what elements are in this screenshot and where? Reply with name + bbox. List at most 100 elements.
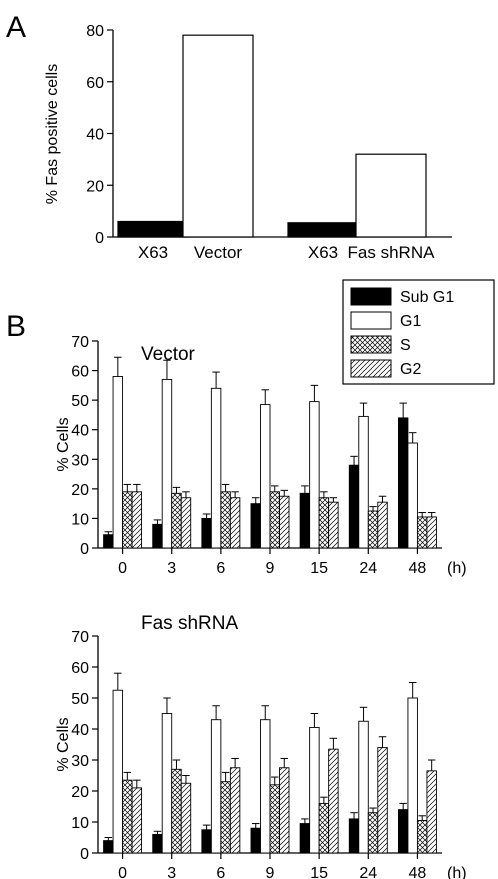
bar: [112, 376, 124, 549]
bar: [131, 787, 143, 854]
bar: [328, 748, 339, 854]
bar: [260, 719, 271, 854]
bar: [318, 802, 330, 854]
chart-subtitle: Vector: [141, 344, 196, 365]
bar: [328, 501, 339, 549]
legend-swatch: [350, 359, 392, 378]
x-tick-label: 3: [167, 865, 176, 879]
y-tick-label: 20: [71, 784, 89, 801]
chart-subtitle: Fas shRNA: [141, 613, 238, 634]
x-tick-label: 24: [359, 560, 377, 577]
x-tick-label: 0: [118, 560, 127, 577]
bar: [287, 222, 359, 238]
x-tick-label: 9: [266, 865, 275, 879]
y-tick-label: 60: [71, 660, 89, 677]
bar: [355, 153, 427, 238]
legend-swatch: [350, 335, 392, 354]
x-tick-label: 3: [167, 560, 176, 577]
y-tick-label: 0: [95, 230, 104, 247]
x-tick-label: X63: [138, 243, 168, 262]
chart-a: 0 20 40 60 80 % Fas positive cells X63 Vector X6…: [44, 23, 452, 262]
y-tick-label: 60: [71, 364, 89, 381]
chart-b-vector: 0 10 20 30 40 50 60 70 % Cells Vector 0 3 6 9 15 24 48 (h…: [55, 334, 467, 577]
bar: [260, 404, 271, 549]
x-tick-label: 48: [409, 865, 427, 879]
bar: [161, 713, 173, 854]
panel-b-letter: B: [6, 310, 26, 343]
bar: [210, 387, 222, 549]
bar: [117, 220, 189, 238]
y-tick-label: 10: [71, 815, 89, 832]
bar: [269, 491, 280, 549]
bar: [103, 840, 114, 854]
bar: [318, 497, 330, 549]
bar: [426, 770, 437, 854]
bar: [180, 497, 192, 549]
bar: [279, 767, 290, 854]
x-tick-label: Fas shRNA: [348, 243, 436, 262]
chart-b-fas-shrna: 0 10 20 30 40 50 60 70 % Cells Fas shRNA 0 3 6 9 15 24 4…: [55, 613, 467, 879]
y-tick-label: 50: [71, 691, 89, 708]
legend-label: G2: [400, 361, 421, 378]
y-tick-label: 50: [71, 393, 89, 410]
y-tick-label: 20: [86, 178, 104, 195]
bar: [220, 781, 231, 854]
y-tick-label: 40: [71, 722, 89, 739]
x-unit-label: (h): [447, 560, 467, 577]
x-tick-label: 15: [310, 865, 328, 879]
bar: [407, 697, 418, 854]
y-tick-label: 70: [71, 629, 89, 646]
y-tick-label: 20: [71, 482, 89, 499]
x-tick-label: 48: [409, 560, 427, 577]
legend-label: G1: [400, 313, 421, 330]
x-tick-label: 24: [359, 865, 377, 879]
bar: [131, 491, 143, 549]
y-tick-label: 70: [71, 334, 89, 351]
y-tick-label: 40: [71, 423, 89, 440]
bar: [122, 779, 133, 854]
x-tick-label: X63: [308, 243, 338, 262]
bar: [180, 782, 192, 854]
bar: [397, 809, 409, 854]
panel-a-letter: A: [6, 11, 26, 44]
bar: [299, 823, 311, 854]
legend-label: S: [400, 337, 411, 354]
y-axis-label: % Fas positive cells: [44, 64, 61, 205]
bar: [182, 34, 254, 238]
legend-swatch: [350, 287, 392, 306]
x-tick-label: 6: [216, 865, 225, 879]
y-tick-label: 30: [71, 753, 89, 770]
y-tick-label: 30: [71, 452, 89, 469]
bar: [220, 491, 231, 549]
bar: [171, 768, 182, 854]
bar: [269, 784, 280, 854]
bar: [201, 829, 212, 854]
y-tick-label: 10: [71, 511, 89, 528]
y-tick-label: 0: [80, 541, 89, 558]
bar: [103, 534, 114, 549]
bar: [377, 501, 388, 549]
bar: [377, 747, 388, 854]
bar: [348, 464, 360, 549]
bar: [152, 523, 163, 549]
bar: [250, 503, 261, 549]
bar: [122, 491, 133, 549]
bar: [309, 727, 320, 854]
x-tick-label: 15: [310, 560, 328, 577]
bar: [367, 510, 379, 549]
x-tick-label: Vector: [194, 243, 243, 262]
x-tick-label: 0: [118, 865, 127, 879]
bar: [112, 689, 124, 854]
x-tick-label: 6: [216, 560, 225, 577]
x-unit-label: (h): [447, 865, 467, 879]
bar: [171, 492, 182, 549]
bar: [201, 517, 212, 549]
bar: [416, 516, 428, 549]
bar: [358, 720, 369, 854]
legend-swatch: [350, 311, 392, 330]
legend: Sub G1 G1 S G2: [342, 279, 495, 385]
bar: [229, 497, 241, 549]
y-tick-label: 40: [86, 127, 104, 144]
bar: [348, 818, 360, 854]
